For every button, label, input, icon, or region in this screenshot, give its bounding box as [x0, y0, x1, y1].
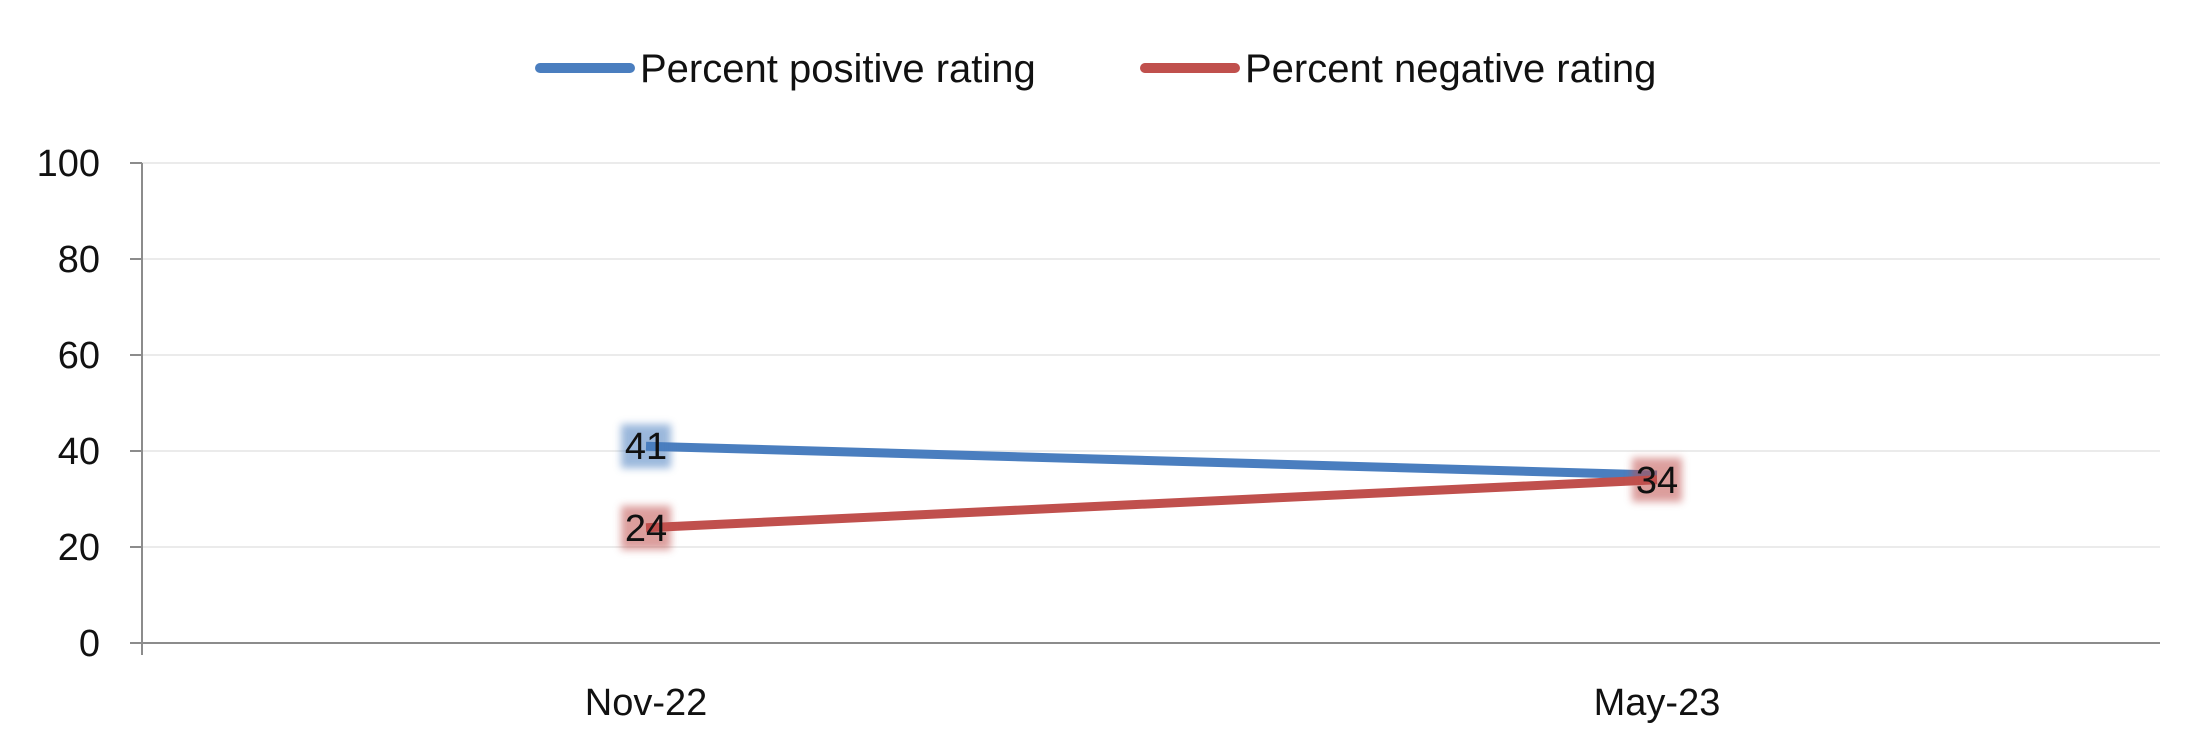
series-line-percent-positive-rating [645, 441, 1658, 480]
y-tick-label-20: 20 [58, 527, 100, 569]
series-line-percent-negative-rating [645, 475, 1658, 533]
x-axis-tick-labels: Nov-22 May-23 [585, 682, 1721, 724]
data-label-percent-negative-rating-1: 34 [1636, 460, 1678, 502]
gridlines [142, 162, 2160, 548]
y-tick-label-60: 60 [58, 335, 100, 377]
data-label-bg-percent-negative-rating-0 [621, 505, 671, 550]
data-label-bg-percent-negative-rating-1 [1632, 457, 1682, 502]
y-tick-label-0: 0 [79, 623, 100, 665]
legend-label-percent-positive-rating: Percent positive rating [640, 47, 1036, 91]
x-tick-label-nov-22: Nov-22 [585, 682, 708, 724]
y-tick-label-80: 80 [58, 239, 100, 281]
y-axis-tick-labels: 0 20 40 60 80 100 [37, 143, 100, 665]
axes [130, 162, 2160, 655]
legend-label-percent-negative-rating: Percent negative rating [1245, 47, 1656, 91]
legend: Percent positive rating Percent negative … [535, 47, 1656, 91]
data-label-bg-percent-positive-rating-0 [621, 424, 671, 469]
data-label-percent-positive-rating-0: 41 [625, 426, 667, 468]
y-tick-label-100: 100 [37, 143, 100, 185]
y-tick-label-40: 40 [58, 431, 100, 473]
data-labels: 41 24 34 [621, 424, 1682, 550]
series-lines [645, 441, 1658, 533]
x-tick-label-may-23: May-23 [1594, 682, 1721, 724]
data-label-percent-negative-rating-0: 24 [625, 508, 667, 550]
